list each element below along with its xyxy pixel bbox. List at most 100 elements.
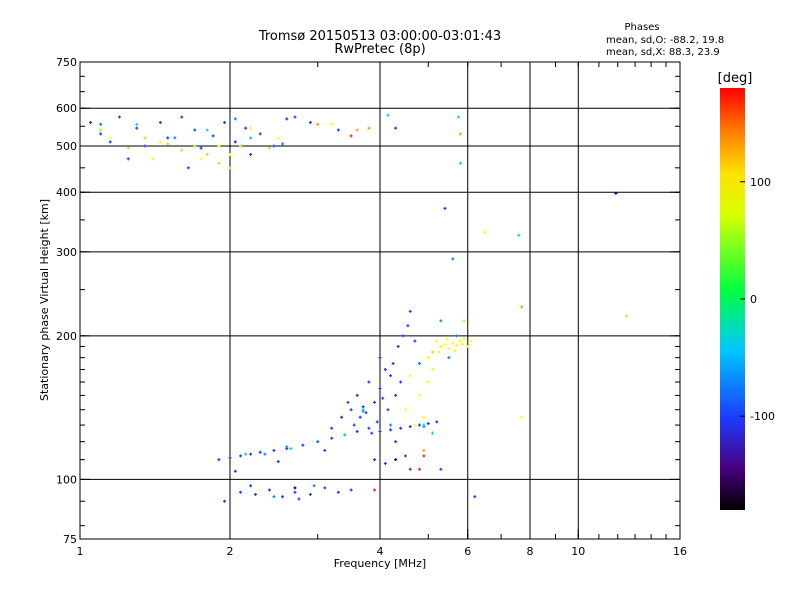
data-point bbox=[126, 146, 130, 150]
data-point bbox=[417, 423, 421, 427]
data-point bbox=[447, 347, 451, 351]
data-point bbox=[439, 344, 443, 348]
data-point bbox=[520, 415, 524, 419]
data-point bbox=[349, 134, 353, 138]
data-point bbox=[383, 461, 387, 465]
data-point bbox=[249, 126, 253, 130]
data-point bbox=[126, 157, 130, 161]
data-point bbox=[443, 342, 447, 346]
data-point bbox=[417, 361, 421, 365]
data-point bbox=[336, 490, 340, 494]
data-point bbox=[447, 356, 451, 360]
data-point bbox=[217, 144, 221, 148]
data-point bbox=[349, 488, 353, 492]
data-point bbox=[386, 408, 390, 412]
y-tick-label: 600 bbox=[56, 102, 77, 115]
data-point bbox=[614, 191, 618, 195]
data-point bbox=[408, 374, 412, 378]
legend-line-o: mean, sd,O: -88.2, 19.8 bbox=[606, 35, 724, 46]
data-point bbox=[258, 450, 262, 454]
data-point bbox=[285, 445, 289, 449]
data-point bbox=[391, 361, 395, 365]
data-point bbox=[199, 146, 203, 150]
data-point bbox=[228, 152, 232, 156]
data-point bbox=[99, 122, 103, 126]
x-tick-label: 1 bbox=[77, 545, 84, 558]
y-tick-label: 200 bbox=[56, 330, 77, 343]
data-point bbox=[431, 350, 435, 354]
data-point bbox=[108, 140, 112, 144]
data-point bbox=[394, 393, 398, 397]
data-point bbox=[389, 428, 393, 432]
y-tick-label: 400 bbox=[56, 186, 77, 199]
x-tick-label: 4 bbox=[377, 545, 384, 558]
data-point bbox=[349, 408, 353, 412]
data-point bbox=[263, 452, 267, 456]
data-point bbox=[445, 337, 449, 341]
data-point bbox=[272, 448, 276, 452]
data-point bbox=[422, 415, 426, 419]
data-point bbox=[451, 341, 455, 345]
data-point bbox=[228, 456, 232, 460]
data-point bbox=[625, 314, 629, 318]
data-point bbox=[244, 452, 248, 456]
data-point bbox=[143, 144, 147, 148]
data-point bbox=[394, 126, 398, 130]
data-point bbox=[330, 436, 334, 440]
data-point bbox=[431, 431, 435, 435]
x-tick-label: 8 bbox=[527, 545, 534, 558]
data-point bbox=[455, 343, 459, 347]
data-point bbox=[143, 136, 147, 140]
x-tick-label: 6 bbox=[464, 545, 471, 558]
data-point bbox=[223, 121, 227, 125]
data-point bbox=[346, 400, 350, 404]
colorbar: [deg] 100 0 -100 bbox=[718, 71, 775, 510]
data-point bbox=[367, 380, 371, 384]
data-point bbox=[435, 339, 439, 343]
data-point bbox=[413, 339, 417, 343]
data-point bbox=[135, 122, 139, 126]
data-point bbox=[233, 117, 237, 121]
data-point bbox=[399, 426, 403, 430]
data-point bbox=[151, 157, 155, 161]
data-point bbox=[358, 415, 362, 419]
y-tick-label: 100 bbox=[56, 473, 77, 486]
data-point bbox=[308, 492, 312, 496]
data-point bbox=[517, 233, 521, 237]
data-point bbox=[217, 458, 221, 462]
data-point bbox=[173, 136, 177, 140]
data-point bbox=[233, 140, 237, 144]
data-point bbox=[422, 448, 426, 452]
plot-area: 1 2 4 6 8 10 16 75 100 200 300 400 500 600 750 bbox=[56, 56, 687, 558]
data-point bbox=[460, 342, 464, 346]
data-point bbox=[381, 396, 385, 400]
data-point bbox=[267, 146, 271, 150]
legend-line-x: mean, sd,X: 88.3, 23.9 bbox=[606, 47, 720, 58]
data-point bbox=[364, 411, 368, 415]
legend-heading: Phases bbox=[624, 22, 659, 33]
data-point bbox=[193, 128, 197, 132]
data-point bbox=[293, 490, 297, 494]
data-point bbox=[462, 337, 466, 341]
data-point bbox=[285, 117, 289, 121]
data-point bbox=[378, 356, 382, 360]
data-point bbox=[451, 257, 455, 261]
grid-lines bbox=[80, 62, 680, 539]
data-point bbox=[158, 121, 162, 125]
y-tick-label: 75 bbox=[63, 533, 77, 546]
y-tick-label: 300 bbox=[56, 246, 77, 259]
data-point bbox=[389, 374, 393, 378]
data-point bbox=[117, 115, 121, 119]
data-point bbox=[401, 334, 405, 338]
data-point bbox=[394, 458, 398, 462]
data-point bbox=[408, 309, 412, 313]
data-point bbox=[281, 142, 285, 146]
data-point bbox=[276, 136, 280, 140]
data-point bbox=[135, 126, 139, 130]
data-point bbox=[422, 423, 426, 427]
data-point bbox=[228, 166, 232, 170]
colorbar-tick-label: 100 bbox=[750, 176, 771, 189]
data-point bbox=[399, 380, 403, 384]
data-point bbox=[301, 443, 305, 447]
